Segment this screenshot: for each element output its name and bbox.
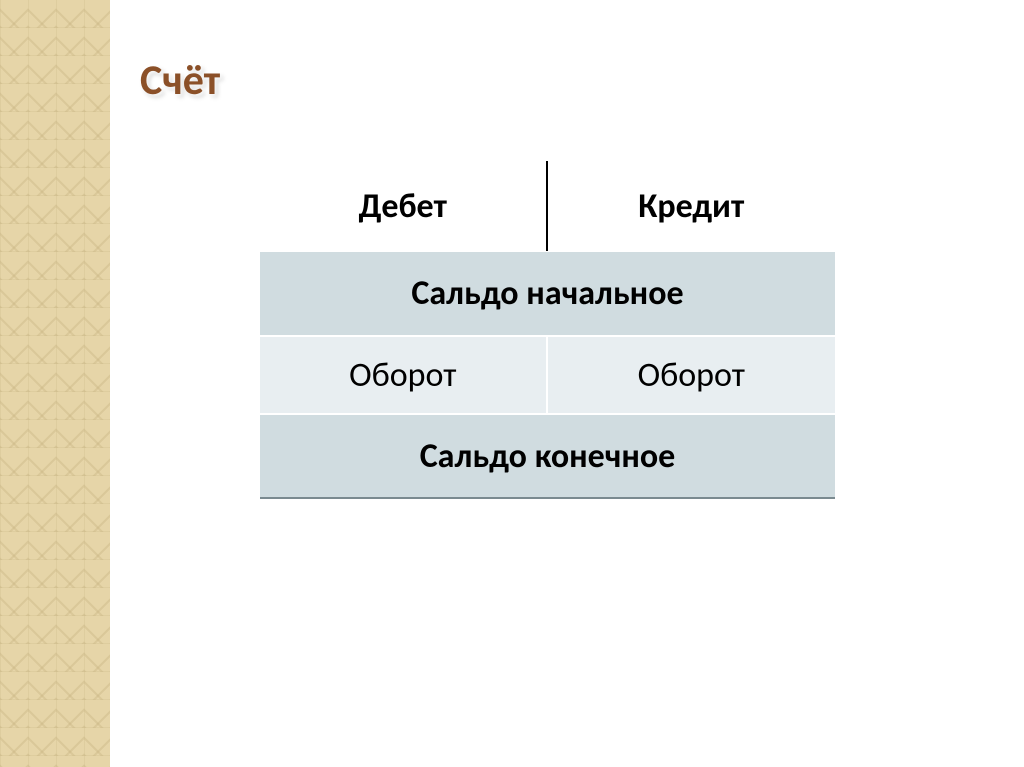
header-debit: Дебет	[260, 161, 548, 251]
oborot-row: Оборот Оборот	[260, 336, 835, 414]
oborot-credit: Оборот	[548, 337, 836, 413]
slide-title: Счёт	[140, 55, 974, 106]
slide-content: Счёт Дебет Кредит Сальдо начальное Оборо…	[110, 0, 1024, 499]
header-credit: Кредит	[548, 161, 836, 251]
saldo-start-row: Сальдо начальное	[260, 251, 835, 336]
saldo-end-row: Сальдо конечное	[260, 414, 835, 499]
sidebar-pattern	[0, 0, 110, 767]
oborot-debit: Оборот	[260, 337, 548, 413]
table-header-row: Дебет Кредит	[260, 161, 835, 251]
account-table: Дебет Кредит Сальдо начальное Оборот Обо…	[260, 161, 835, 499]
